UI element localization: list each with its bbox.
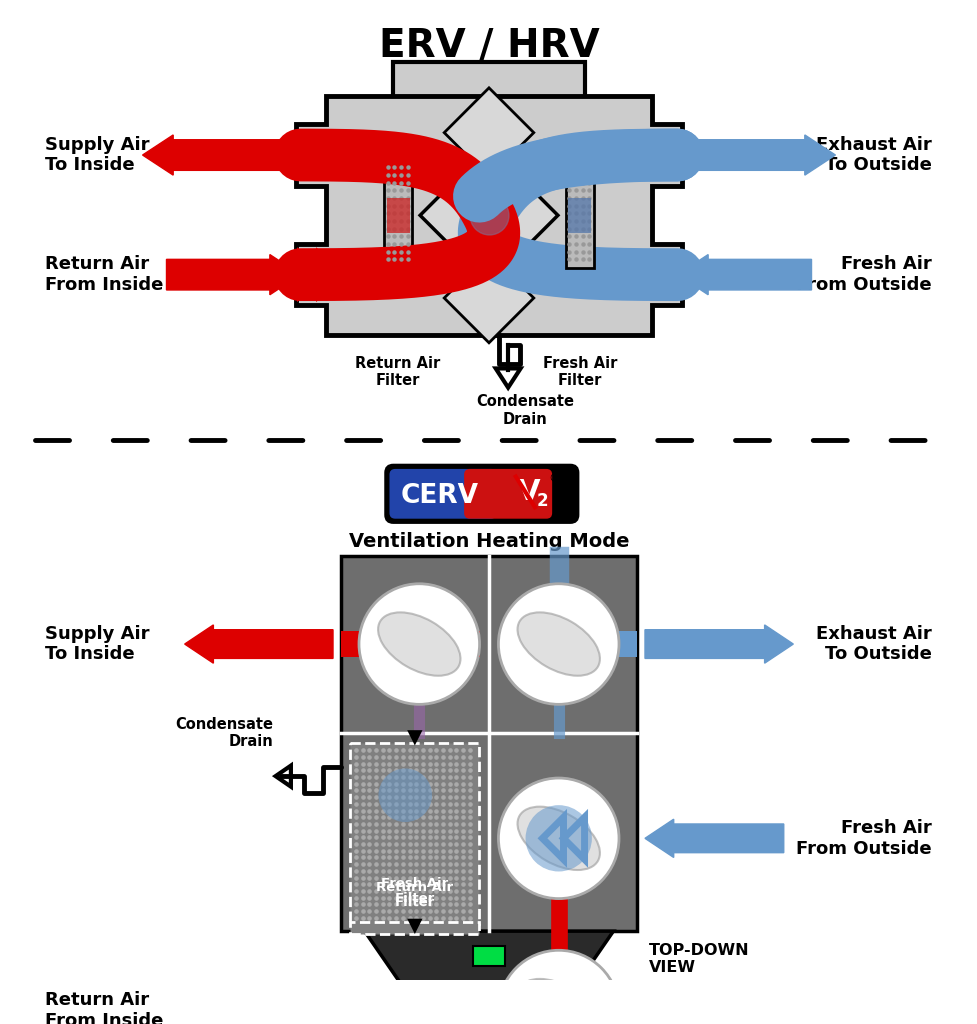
Polygon shape [406,919,422,934]
Circle shape [378,768,432,822]
Text: CERV: CERV [400,482,478,509]
Bar [384,631,445,657]
Polygon shape [185,625,333,664]
Polygon shape [444,253,533,343]
Polygon shape [420,146,557,285]
Polygon shape [644,819,783,857]
Bar [565,163,594,268]
Circle shape [498,950,618,1024]
Text: ®: ® [548,472,560,485]
Circle shape [498,584,618,705]
Bar [340,556,637,931]
Bar [393,62,584,97]
Text: Supply Air
To Inside: Supply Air To Inside [45,135,149,174]
Text: Fresh Air
Filter: Fresh Air Filter [381,877,448,905]
Circle shape [525,805,591,871]
Bar [340,631,479,657]
Bar [383,163,412,268]
Polygon shape [364,931,613,987]
Polygon shape [677,255,811,295]
Text: Exhaust Air
To Outside: Exhaust Air To Outside [816,625,931,664]
Bar [350,742,479,925]
Circle shape [531,983,585,1024]
Text: ERV / HRV: ERV / HRV [378,27,599,65]
Bar [529,631,637,657]
Polygon shape [406,730,422,745]
Circle shape [498,778,618,899]
Ellipse shape [517,807,599,870]
Ellipse shape [378,612,460,676]
Text: Condensate
Drain: Condensate Drain [176,717,274,750]
FancyBboxPatch shape [464,469,552,519]
Bar [350,922,479,934]
Text: Supply Air
To Inside: Supply Air To Inside [45,625,149,664]
Text: Fresh Air
From Outside: Fresh Air From Outside [795,255,931,294]
Ellipse shape [517,612,599,676]
Polygon shape [166,255,300,295]
Polygon shape [644,625,792,664]
Polygon shape [444,88,533,177]
Text: V: V [517,478,539,506]
Text: Return Air
From Inside: Return Air From Inside [45,991,163,1024]
Text: TOP-DOWN
VIEW: TOP-DOWN VIEW [648,943,748,975]
Ellipse shape [517,979,599,1024]
Bar [472,946,505,966]
Text: Exhaust Air
To Outside: Exhaust Air To Outside [816,135,931,174]
Text: Return Air
Filter: Return Air Filter [355,356,441,388]
Polygon shape [194,991,469,1024]
Polygon shape [295,95,682,335]
Text: Fresh Air
Filter: Fresh Air Filter [542,356,616,388]
Text: Condensate
Drain: Condensate Drain [476,394,573,427]
Text: Return Air
Filter: Return Air Filter [376,881,453,908]
Bar [386,198,409,232]
Text: Fresh Air
From Outside: Fresh Air From Outside [795,819,931,858]
Polygon shape [143,135,290,175]
Polygon shape [687,135,834,175]
Text: Return Air
From Inside: Return Air From Inside [45,255,163,294]
FancyBboxPatch shape [385,465,577,522]
Circle shape [359,584,479,705]
Text: Ventilation Heating Mode: Ventilation Heating Mode [349,532,628,551]
Bar [568,198,591,232]
Text: 2: 2 [536,493,548,510]
FancyBboxPatch shape [389,469,496,519]
